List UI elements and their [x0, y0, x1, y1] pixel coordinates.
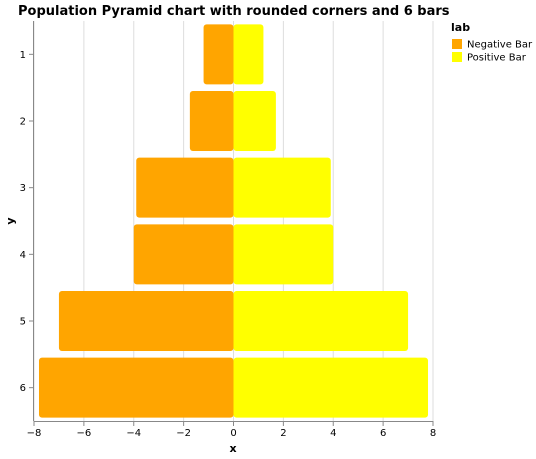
positive-bar-1	[233, 24, 264, 85]
y-axis-title: y	[4, 217, 17, 224]
x-tick-label: −4	[126, 428, 141, 439]
legend-swatch	[452, 52, 462, 62]
legend-label: Negative Bar	[467, 40, 533, 51]
bars	[38, 24, 429, 418]
x-axis-title: x	[229, 442, 236, 455]
axes: −8 −6 −4 −2 0 2 4 6 8 1 2 3 4 5 6	[20, 21, 436, 439]
positive-bar-3	[233, 157, 331, 218]
legend-label: Positive Bar	[467, 53, 527, 64]
y-tick-label: 4	[20, 250, 26, 261]
y-tick-label: 6	[20, 383, 26, 394]
legend-swatch	[452, 39, 462, 49]
negative-bar-5	[58, 291, 234, 351]
negative-bar-2	[189, 91, 234, 151]
y-tick-label: 5	[20, 317, 26, 328]
x-tick-label: −2	[176, 428, 191, 439]
x-tick-label: 8	[430, 428, 436, 439]
legend: lab Negative Bar Positive Bar	[451, 21, 533, 64]
y-tick-label: 1	[20, 50, 26, 61]
y-tick-label: 2	[20, 117, 26, 128]
chart-title: Population Pyramid chart with rounded co…	[18, 4, 450, 19]
positive-bar-6	[233, 357, 429, 418]
positive-bar-4	[233, 224, 334, 285]
legend-title: lab	[451, 21, 470, 34]
x-tick-label: 0	[230, 428, 236, 439]
negative-bar-6	[38, 357, 234, 418]
y-tick-label: 3	[20, 183, 26, 194]
negative-bar-4	[133, 224, 234, 285]
x-tick-label: 4	[330, 428, 336, 439]
x-tick-label: −6	[77, 428, 92, 439]
negative-bar-1	[203, 24, 234, 85]
grid	[33, 21, 434, 421]
positive-bar-5	[233, 291, 409, 351]
x-tick-label: 6	[380, 428, 386, 439]
positive-bar-2	[233, 91, 276, 151]
negative-bar-3	[136, 157, 234, 218]
x-tick-label: 2	[280, 428, 286, 439]
x-tick-label: −8	[27, 428, 42, 439]
